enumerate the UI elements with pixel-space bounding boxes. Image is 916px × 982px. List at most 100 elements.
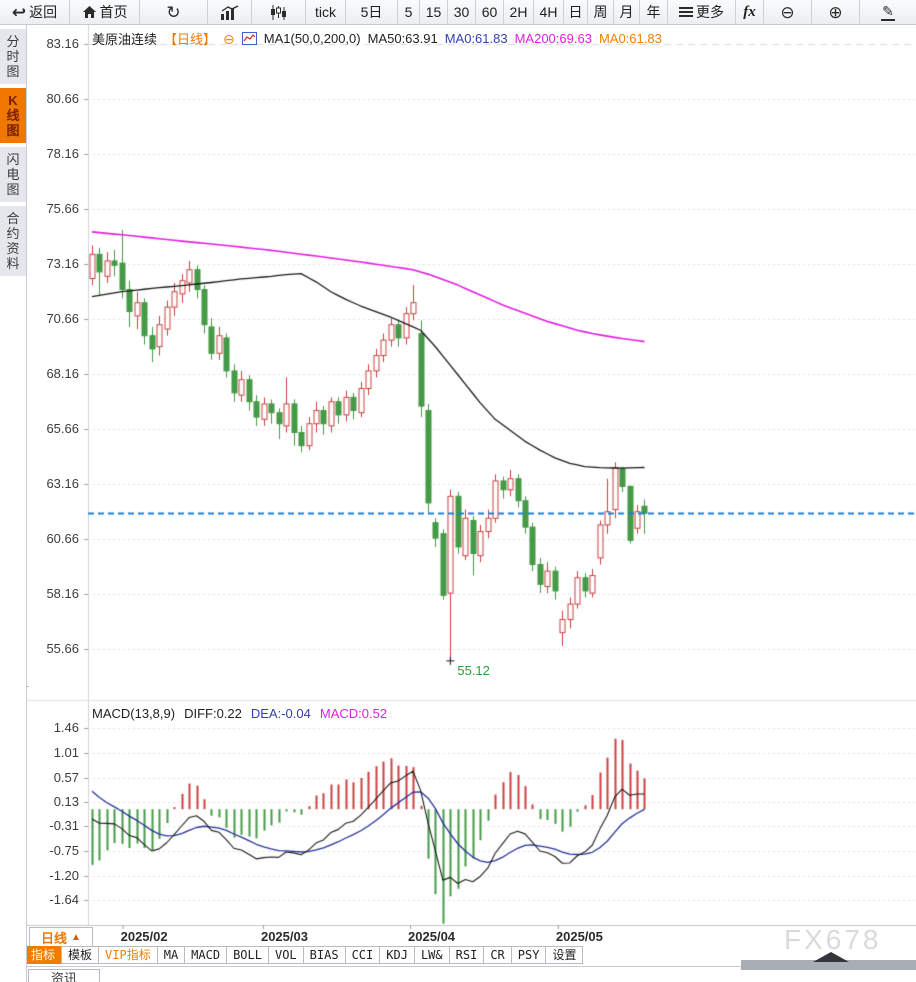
indicator-tab-指标[interactable]: 指标 [24,946,63,964]
bar-chart-icon [220,4,240,20]
period-selector-button[interactable]: 日线 ▲ [29,927,93,947]
toolbar-formula-button[interactable]: fx [736,0,764,24]
toolbar-period-30-button[interactable]: 30 [448,0,476,24]
toolbar-period-15-label: 15 [425,4,442,20]
scroll-up-arrow-icon[interactable] [813,952,849,962]
period-selector-label: 日线 [41,930,68,946]
low-price-marker: 55.12 [457,662,490,678]
price-axis-label: 63.16 [46,476,79,491]
toolbar-period-week-button[interactable]: 周 [588,0,614,24]
toolbar-zoom-in-button[interactable]: ⊕ [812,0,860,24]
toolbar-period-year-button[interactable]: 年 [640,0,668,24]
news-tab[interactable]: 资讯 [28,969,100,982]
toolbar-refresh-button[interactable]: ↻ [140,0,208,24]
toolbar-period-5-label: 5 [404,4,413,20]
sidebar-tab-char: K [8,93,18,108]
toolbar-more-label: 更多 [696,4,724,20]
macd-axis-label: 1.46 [53,720,79,736]
toolbar-period-2h-button[interactable]: 2H [504,0,534,24]
toolbar-more-button[interactable]: 更多 [668,0,736,24]
sidebar-tab-char: 电 [6,167,20,182]
macd-axis-label: -1.20 [49,867,79,883]
indicator-tab-bar: 指标 模板 VIP指标 MA MACD BOLL VOL BIAS CCI KDJ LW& RSI CR… [24,946,584,964]
period-tag: 【日线】 [164,32,217,47]
sidebar-tab-char: 图 [6,64,20,79]
sidebar-tab-char: 图 [6,182,20,197]
indicator-tab-VOL[interactable]: VOL [267,946,304,964]
toolbar-period-month-button[interactable]: 月 [614,0,640,24]
macd-diff-value: DIFF:0.22 [184,706,242,721]
toolbar-period-day-button[interactable]: 日 [564,0,588,24]
macd-axis-label: 1.01 [53,745,79,761]
toolbar-period-5-button[interactable]: 5 [398,0,420,24]
ma50-value: MA50:63.91 [367,31,438,46]
toolbar-zoom-out-button[interactable]: ⊖ [764,0,812,24]
macd-value: MACD:0.52 [319,706,388,721]
toolbar-period-60-button[interactable]: 60 [476,0,504,24]
indicator-tab-KDJ[interactable]: KDJ [379,946,415,964]
toolbar-period-day-label: 日 [568,4,583,20]
toolbar-tick-button[interactable]: tick [306,0,346,24]
indicator-tab-PSY[interactable]: PSY [510,946,547,964]
indicator-tab-MACD[interactable]: MACD [184,946,228,964]
sidebar-tab-char: 合 [6,211,20,226]
indicator-tab-VIP指标[interactable]: VIP指标 [98,946,158,964]
price-axis-label: 83.16 [46,36,79,51]
chart-type-icon[interactable] [241,32,257,45]
toolbar-period-15-button[interactable]: 15 [420,0,448,24]
toolbar-period-5d-button[interactable]: 5日 [346,0,398,24]
indicator-tab-模板[interactable]: 模板 [61,946,100,964]
toolbar-home-button[interactable]: 首页 [70,0,140,24]
x-axis-label: 2025/04 [408,929,456,944]
sidebar-tab-time-chart[interactable]: 分时图 [0,29,26,84]
price-axis-label: 58.16 [46,586,79,601]
indicator-tab-LW&[interactable]: LW& [413,946,450,964]
toolbar-period-4h-label: 4H [539,4,558,20]
price-axis-label: 68.16 [46,366,79,381]
menu-icon [679,6,693,18]
indicator-tab-设置[interactable]: 设置 [545,946,584,964]
zoom-in-icon: ⊕ [828,2,843,22]
collapse-icon[interactable]: ⊖ [223,30,235,47]
macd-axis-label: 0.13 [53,793,79,809]
price-axis-label: 65.66 [46,421,79,436]
sidebar-tab-flash-chart[interactable]: 闪电图 [0,147,26,202]
top-toolbar: ↩ 返回 首页 ↻ tick 5日 5 15 30 60 2H 4H 日周月年 更多 fx ⊖ ⊕ ✎ [0,0,916,25]
ma-params: MA1(50,0,200,0) [263,31,361,46]
x-axis-label: 2025/03 [260,929,308,944]
indicator-tab-CR[interactable]: CR [483,946,512,964]
chart-header: 美原油连续 【日线】 ⊖ MA1(50,0,200,0) MA50:63.91 … [92,29,662,48]
pencil-icon: ✎ [881,2,895,21]
zoom-out-icon: ⊖ [780,2,795,22]
horizontal-scrollbar[interactable] [741,952,916,970]
price-axis-label: 70.66 [46,311,79,326]
toolbar-period-4h-button[interactable]: 4H [534,0,564,24]
price-axis-label: 55.66 [46,641,79,656]
ma0-value-orange: MA0:61.83 [598,31,662,46]
macd-axis-label: -0.31 [49,818,79,834]
toolbar-back-button[interactable]: ↩ 返回 [0,0,70,24]
price-axis-label: 73.16 [46,256,79,271]
toolbar-formula-label: fx [743,3,756,20]
indicator-tab-MA[interactable]: MA [156,946,186,964]
symbol-name: 美原油连续 [92,32,158,47]
sidebar-tab-char: 约 [6,226,20,241]
refresh-icon: ↻ [166,2,181,22]
indicator-tab-BIAS[interactable]: BIAS [302,946,346,964]
toolbar-candlestick-button[interactable] [252,0,306,24]
sidebar-tab-char: 料 [6,256,20,271]
toolbar-draw-button[interactable]: ✎ [860,0,916,24]
toolbar-bar-chart-button[interactable] [208,0,252,24]
toolbar-period-week-label: 周 [593,4,608,20]
indicator-tab-RSI[interactable]: RSI [448,946,485,964]
ma200-value: MA200:69.63 [514,31,592,46]
price-axis-label: 78.16 [46,146,79,161]
back-arrow-icon: ↩ [11,2,27,22]
indicator-tab-CCI[interactable]: CCI [344,946,381,964]
bottom-divider [0,966,916,967]
indicator-tab-BOLL[interactable]: BOLL [226,946,269,964]
sidebar-tab-contract-info[interactable]: 合约资料 [0,206,26,276]
toolbar-period-month-label: 月 [619,4,634,20]
